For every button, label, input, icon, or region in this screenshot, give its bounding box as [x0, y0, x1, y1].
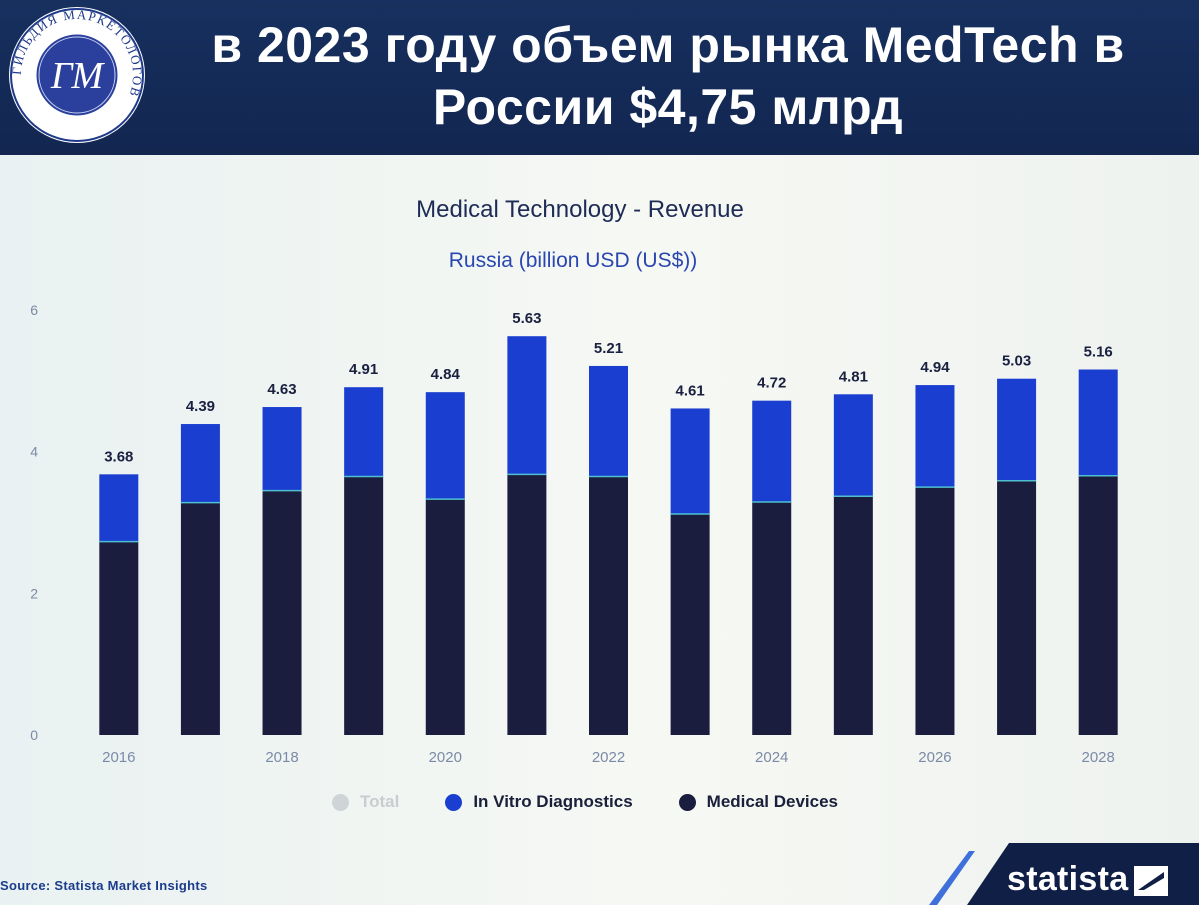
bar-in-vitro-diagnostics-2023: [670, 408, 710, 514]
total-label-2019: 4.91: [349, 361, 378, 378]
total-label-2016: 3.68: [104, 448, 133, 465]
bar-medical-devices-2022: [589, 476, 628, 735]
bar-medical-devices-2027: [997, 480, 1037, 735]
bar-medical-devices-2016: [99, 541, 139, 735]
legend-dot-total: [331, 793, 349, 811]
slide-header: ГИЛЬДИЯ МАРКЕТОЛОГОВ ГМ в 2023 году объе…: [0, 0, 1199, 155]
total-label-2020: 4.84: [431, 366, 461, 383]
bar-medical-devices-2023: [670, 514, 710, 735]
total-label-2028: 5.16: [1084, 344, 1113, 361]
legend-dot-medical-devices: [678, 793, 696, 811]
y-tick-label-0: 0: [30, 727, 38, 743]
total-label-2026: 4.94: [920, 359, 950, 376]
logo-inner-circle: [33, 31, 121, 119]
x-tick-label-2016: 2016: [102, 749, 135, 766]
bar-medical-devices-2024: [752, 501, 792, 735]
bar-medical-devices-2026: [915, 487, 955, 735]
total-label-2022: 5.21: [594, 340, 623, 357]
x-tick-label-2026: 2026: [918, 749, 951, 766]
bar-medical-devices-2018: [262, 490, 302, 735]
bar-medical-devices-2020: [425, 499, 465, 735]
legend-label-in-vitro-diagnostics: In Vitro Diagnostics: [473, 792, 633, 811]
bar-medical-devices-2025: [833, 496, 873, 735]
bar-in-vitro-diagnostics-2018: [262, 407, 302, 491]
chart-subtitle: Russia (billion USD (US$)): [448, 249, 698, 272]
guild-logo: ГИЛЬДИЯ МАРКЕТОЛОГОВ ГМ: [9, 7, 145, 143]
total-label-2018: 4.63: [267, 381, 296, 398]
bar-medical-devices-2028: [1078, 475, 1118, 735]
source-note: Source: Statista Market Insights: [0, 878, 208, 893]
logo-ring-border: [10, 8, 144, 142]
y-tick-label-2: 2: [30, 585, 38, 601]
total-label-2023: 4.61: [676, 382, 705, 399]
total-label-2025: 4.81: [839, 368, 868, 385]
legend-item-medical-devices[interactable]: Medical Devices: [678, 792, 839, 812]
bar-in-vitro-diagnostics-2022: [589, 365, 628, 477]
bar-in-vitro-diagnostics-2021: [507, 336, 547, 475]
legend-item-total[interactable]: Total: [331, 792, 400, 812]
bar-in-vitro-diagnostics-2017: [180, 424, 220, 503]
bar-in-vitro-diagnostics-2027: [997, 378, 1037, 481]
bar-medical-devices-2021: [507, 474, 547, 735]
bar-in-vitro-diagnostics-2024: [752, 400, 792, 502]
x-tick-label-2022: 2022: [592, 749, 625, 766]
slide-title-line2: России $4,75 млрд: [432, 79, 904, 135]
logo-monogram: ГМ: [50, 55, 106, 97]
total-label-2027: 5.03: [1002, 353, 1031, 370]
bar-in-vitro-diagnostics-2016: [99, 474, 139, 542]
x-tick-label-2028: 2028: [1082, 749, 1115, 766]
bar-medical-devices-2017: [180, 502, 220, 735]
bar-in-vitro-diagnostics-2019: [344, 387, 384, 477]
bar-in-vitro-diagnostics-2028: [1078, 369, 1118, 476]
statista-logo-icon: [1134, 866, 1168, 896]
chart-legend: Total In Vitro Diagnostics Medical Devic…: [0, 792, 1170, 812]
legend-item-in-vitro-diagnostics[interactable]: In Vitro Diagnostics: [445, 792, 633, 812]
legend-label-total: Total: [359, 792, 400, 811]
x-tick-label-2024: 2024: [755, 749, 788, 766]
bar-in-vitro-diagnostics-2020: [425, 392, 465, 500]
bar-medical-devices-2019: [344, 476, 384, 735]
x-tick-label-2018: 2018: [265, 749, 298, 766]
chart-title: Medical Technology - Revenue: [416, 196, 744, 223]
legend-label-medical-devices: Medical Devices: [706, 792, 839, 811]
slide-title: в 2023 году объем рынка MedTech в России…: [168, 14, 1168, 138]
total-label-2021: 5.63: [512, 310, 541, 327]
statista-brand[interactable]: statista: [1007, 860, 1129, 898]
x-tick-label-2020: 2020: [429, 749, 462, 766]
bar-in-vitro-diagnostics-2026: [915, 385, 955, 488]
y-tick-label-6: 6: [30, 302, 38, 318]
total-label-2017: 4.39: [186, 398, 215, 415]
y-tick-label-4: 4: [30, 444, 38, 460]
total-label-2024: 4.72: [757, 375, 786, 392]
legend-dot-in-vitro-diagnostics: [445, 793, 463, 811]
slide-title-line1: в 2023 году объем рынка MedTech в: [211, 17, 1125, 73]
bar-in-vitro-diagnostics-2025: [833, 394, 873, 497]
